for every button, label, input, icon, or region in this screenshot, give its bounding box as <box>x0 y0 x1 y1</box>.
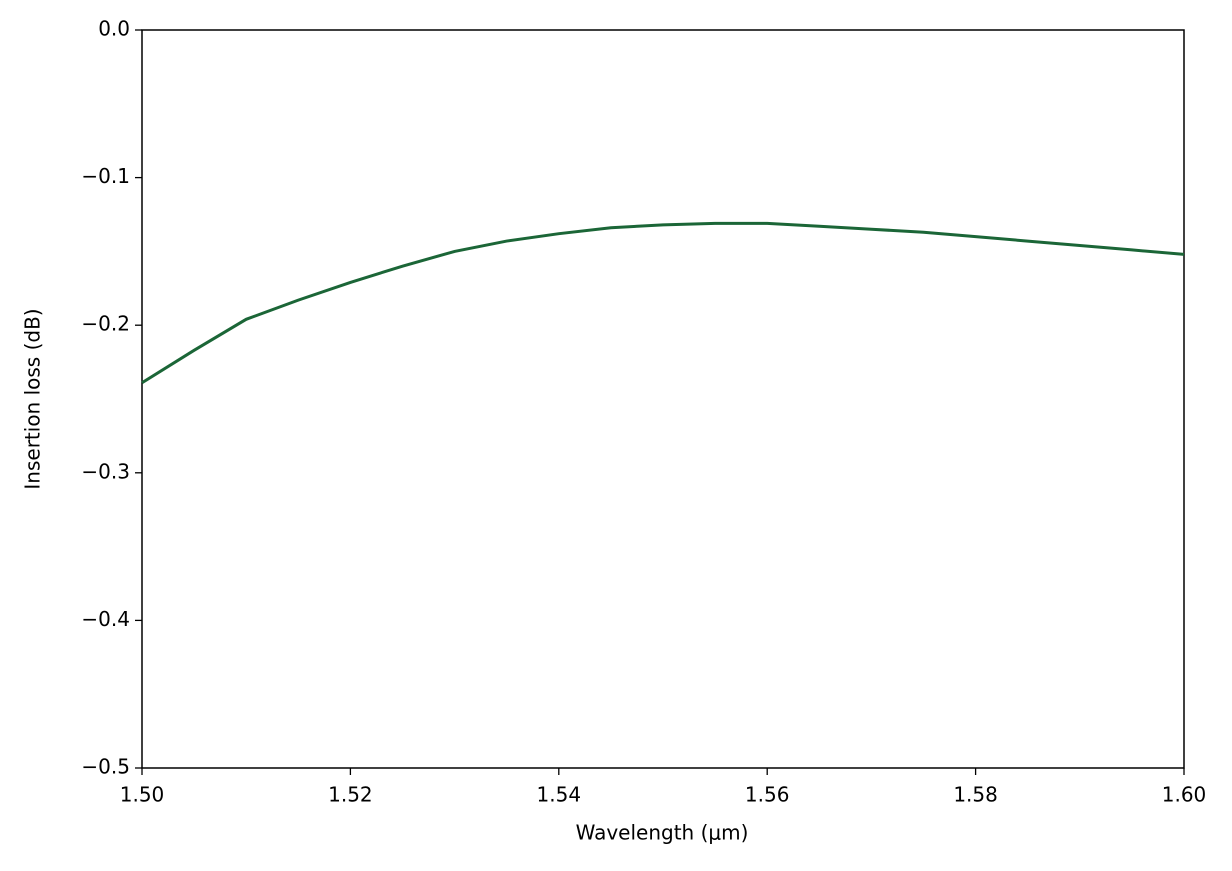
x-tick-label: 1.54 <box>537 783 582 807</box>
x-axis-label: Wavelength (μm) <box>576 821 749 845</box>
y-tick-label: −0.5 <box>81 755 130 779</box>
x-tick-label: 1.56 <box>745 783 790 807</box>
data-line <box>141 221 1185 385</box>
x-tick-label: 1.50 <box>120 783 165 807</box>
plot-frame <box>141 29 1185 769</box>
y-tick-label: −0.2 <box>81 312 130 336</box>
y-tick-label: −0.4 <box>81 607 130 631</box>
y-tick-label: −0.3 <box>81 459 130 483</box>
y-axis-label: Insertion loss (dB) <box>21 308 45 489</box>
y-tick-label: −0.1 <box>81 164 130 188</box>
x-tick-label: 1.60 <box>1162 783 1207 807</box>
x-tick-label: 1.52 <box>328 783 373 807</box>
y-tick-label: 0.0 <box>98 17 130 41</box>
x-tick-label: 1.58 <box>953 783 998 807</box>
